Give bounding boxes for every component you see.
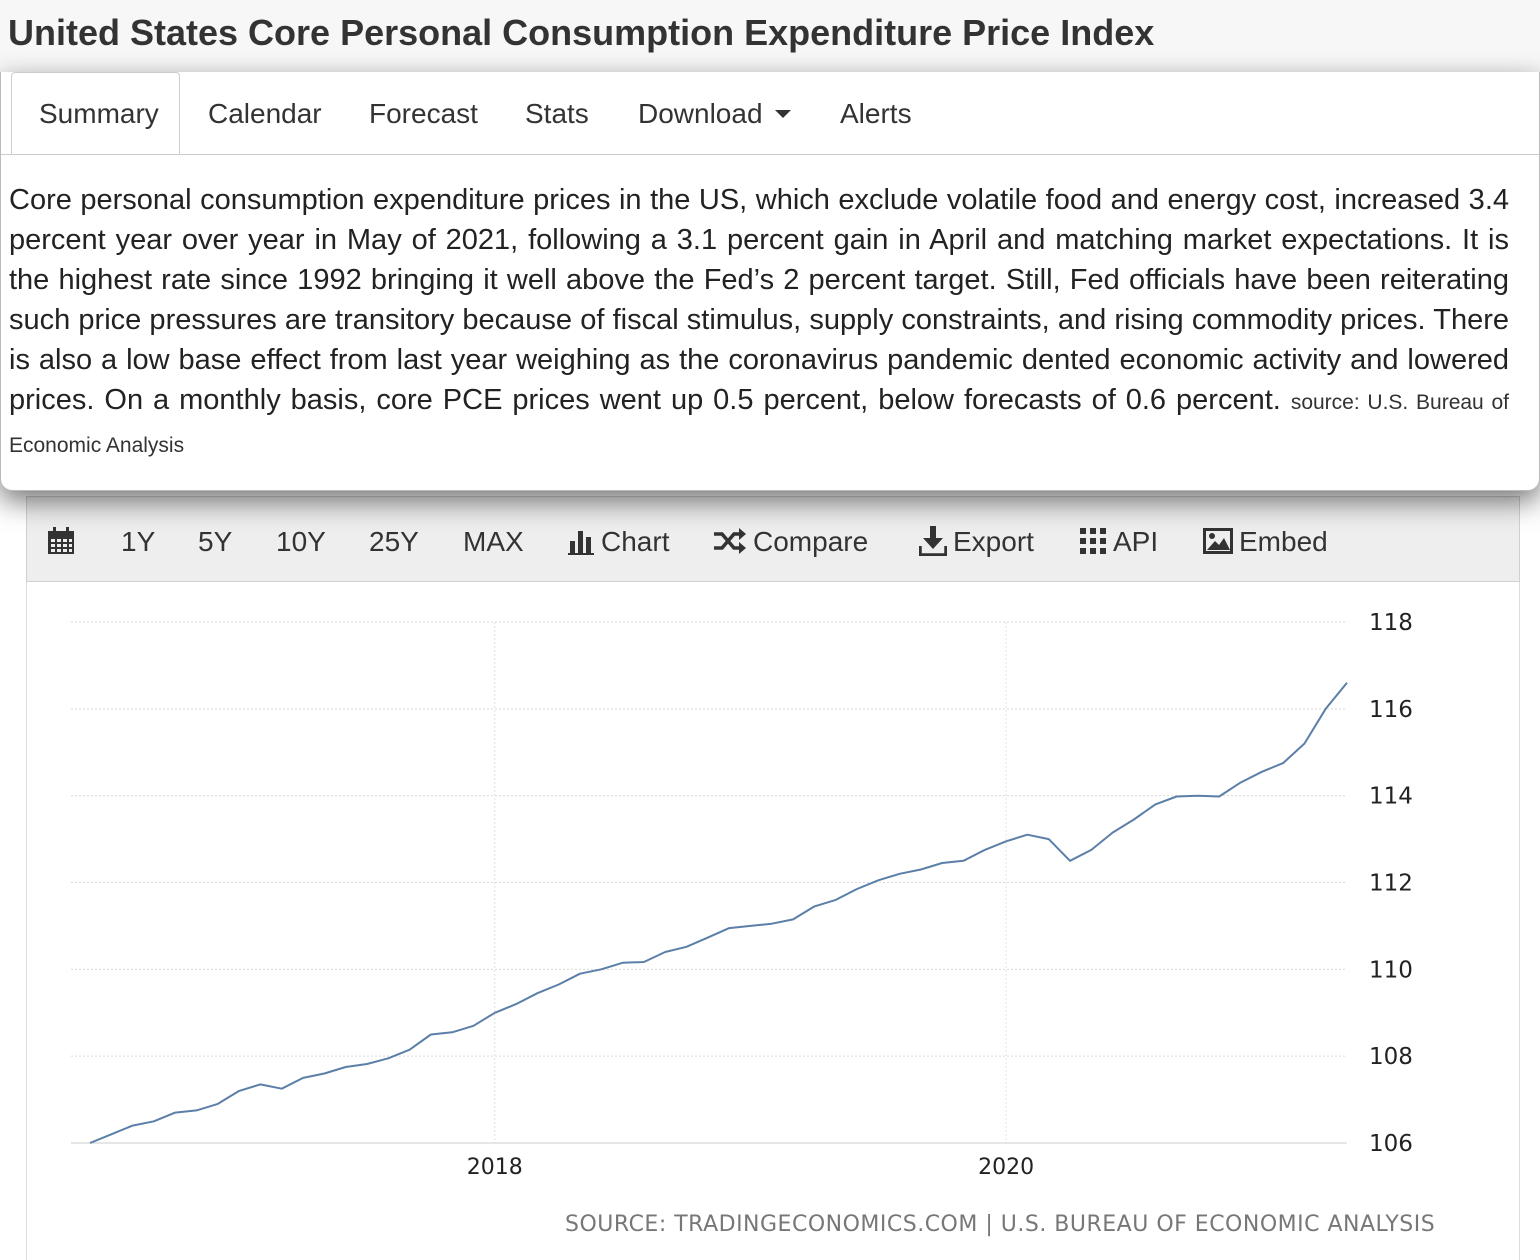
calendar-button[interactable] xyxy=(47,497,81,583)
chart-container: 106 108 110 112 114 116 118 2018 2020 xyxy=(26,582,1520,1260)
y-tick-label: 116 xyxy=(1369,697,1413,723)
grid-icon xyxy=(1080,527,1106,554)
chart-toolbar: 1Y 5Y 10Y 25Y MAX Chart Compare Export xyxy=(26,496,1520,582)
range-1y-button[interactable]: 1Y xyxy=(121,526,156,557)
export-label: Export xyxy=(953,526,1034,557)
y-tick-label: 106 xyxy=(1369,1131,1413,1157)
chart-type-label: Chart xyxy=(601,526,670,557)
summary-panel: Summary Calendar Forecast Stats Download… xyxy=(0,72,1540,491)
calendar-icon xyxy=(48,526,74,554)
page-title: United States Core Personal Consumption … xyxy=(8,12,1155,53)
tab-alerts[interactable]: Alerts xyxy=(840,98,912,129)
embed-button[interactable]: Embed xyxy=(1203,497,1328,583)
y-tick-label: 112 xyxy=(1369,871,1413,897)
chart-source: SOURCE: TRADINGECONOMICS.COM | U.S. BURE… xyxy=(565,1212,1436,1237)
tab-calendar[interactable]: Calendar xyxy=(208,98,322,129)
y-tick-label: 114 xyxy=(1369,784,1413,810)
compare-button[interactable]: Compare xyxy=(713,497,868,583)
range-10y-button[interactable]: 10Y xyxy=(276,526,326,557)
summary-source: source: U.S. Bureau of Economic Analysis xyxy=(9,391,1509,457)
compare-label: Compare xyxy=(753,526,869,557)
chart-type-button[interactable]: Chart xyxy=(567,497,669,583)
summary-body: Core personal consumption expenditure pr… xyxy=(9,184,1509,416)
tab-download-label: Download xyxy=(638,98,763,129)
tab-bar: Summary Calendar Forecast Stats Download… xyxy=(1,72,1539,155)
range-max-button[interactable]: MAX xyxy=(463,526,524,557)
x-tick-label: 2018 xyxy=(467,1155,523,1180)
embed-label: Embed xyxy=(1239,526,1328,557)
range-25y-button[interactable]: 25Y xyxy=(369,526,419,557)
line-chart: 106 108 110 112 114 116 118 2018 2020 xyxy=(71,610,1413,1180)
series-line xyxy=(89,682,1348,1144)
tab-forecast[interactable]: Forecast xyxy=(369,98,478,129)
y-tick-label: 118 xyxy=(1369,610,1413,636)
x-tick-label: 2020 xyxy=(978,1155,1034,1180)
api-label: API xyxy=(1113,526,1159,557)
bar-chart-icon xyxy=(568,530,594,555)
caret-down-icon xyxy=(774,109,791,118)
tab-summary[interactable]: Summary xyxy=(11,72,180,154)
download-icon xyxy=(918,525,948,557)
export-button[interactable]: Export xyxy=(918,497,1034,583)
y-tick-label: 108 xyxy=(1369,1044,1413,1070)
tab-download[interactable]: Download xyxy=(638,72,791,154)
shuffle-icon xyxy=(714,527,746,554)
y-tick-label: 110 xyxy=(1369,957,1413,983)
api-button[interactable]: API xyxy=(1079,497,1158,583)
tab-stats[interactable]: Stats xyxy=(525,98,589,129)
range-5y-button[interactable]: 5Y xyxy=(198,526,233,557)
summary-text: Core personal consumption expenditure pr… xyxy=(9,180,1509,466)
title-bar: United States Core Personal Consumption … xyxy=(0,0,1540,73)
image-icon xyxy=(1203,527,1233,554)
